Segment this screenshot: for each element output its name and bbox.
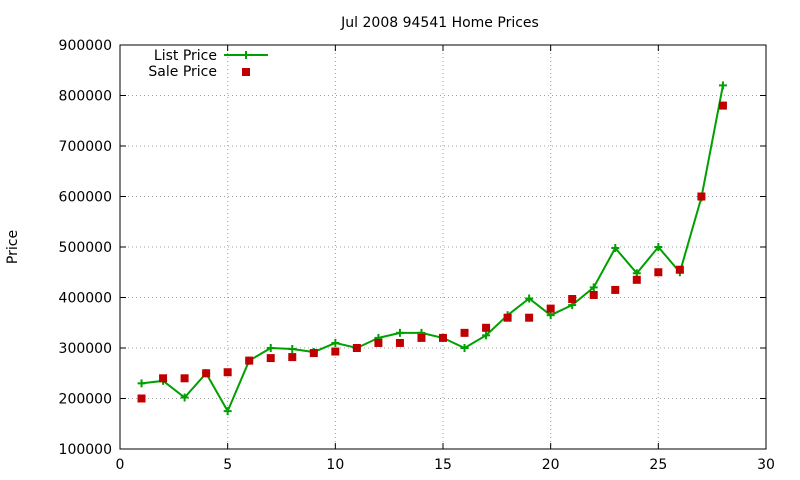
sale-price-point <box>718 101 727 110</box>
list-price-point <box>288 345 297 354</box>
sale-price-point <box>223 368 232 377</box>
list-price-point <box>180 393 189 402</box>
x-tick-label: 20 <box>542 457 560 473</box>
sale-price-point <box>352 344 361 352</box>
series-0 <box>137 81 727 416</box>
sale-price-point <box>395 338 404 347</box>
list-price-point <box>611 244 620 253</box>
axis-ticks: 0 5 10 15 20 25 30 100000 200000 300000 400000 5000… <box>59 38 775 473</box>
y-tick-label: 800000 <box>59 89 112 105</box>
x-tick-label: 15 <box>434 457 452 473</box>
sale-price-point <box>632 275 641 284</box>
sale-price-point <box>266 354 275 363</box>
list-price-point <box>223 407 232 416</box>
sale-price-point <box>202 369 211 378</box>
series <box>137 81 727 416</box>
x-tick-label: 25 <box>649 457 667 473</box>
sale-price-point <box>589 290 598 299</box>
sale-price-point <box>503 313 512 322</box>
sale-price-point <box>546 304 555 313</box>
chart-title: Jul 2008 94541 Home Prices <box>340 15 539 31</box>
sale-price-point <box>331 347 340 356</box>
sale-price-point <box>611 285 620 294</box>
legend-label-sale-price: Sale Price <box>148 64 217 80</box>
list-price-point <box>137 379 146 388</box>
list-price-point <box>460 344 469 352</box>
legend-marker-list-price <box>242 51 250 59</box>
y-tick-label: 900000 <box>59 38 112 54</box>
y-tick-label: 700000 <box>59 139 112 155</box>
x-tick-label: 10 <box>326 457 344 473</box>
legend: List Price Sale Price <box>148 48 268 80</box>
list-price-point <box>482 331 491 340</box>
legend-marker-sale-price <box>242 68 250 76</box>
sale-price-point <box>675 265 684 274</box>
y-tick-label: 200000 <box>59 392 112 408</box>
list-price-point <box>589 283 598 292</box>
sale-price-point <box>460 328 469 337</box>
sale-price-point <box>417 333 426 342</box>
sale-price-point <box>568 295 577 304</box>
y-tick-label: 300000 <box>59 341 112 357</box>
sale-price-point <box>245 356 254 365</box>
list-price-point <box>718 81 727 90</box>
y-tick-label: 500000 <box>59 240 112 256</box>
list-price-point <box>266 344 275 352</box>
sale-price-point <box>180 374 189 383</box>
sale-price-point <box>697 192 706 201</box>
sale-price-point <box>482 323 491 332</box>
y-tick-label: 600000 <box>59 190 112 206</box>
series-line-list-price <box>141 85 724 414</box>
x-tick-label: 5 <box>223 457 232 473</box>
sale-price-point <box>654 268 663 277</box>
sale-price-point <box>159 374 168 383</box>
legend-label-list-price: List Price <box>154 48 217 64</box>
x-tick-label: 30 <box>757 457 775 473</box>
list-price-point <box>395 328 404 337</box>
x-tick-label: 0 <box>116 457 125 473</box>
sale-price-point <box>439 333 447 342</box>
y-tick-label: 400000 <box>59 291 112 307</box>
series-1 <box>137 101 727 403</box>
sale-price-point <box>137 394 146 403</box>
y-tick-label: 100000 <box>59 442 112 458</box>
plot-frame <box>119 44 767 450</box>
list-price-point <box>525 294 534 303</box>
grid <box>120 45 766 449</box>
list-price-point <box>654 243 663 251</box>
sale-price-point <box>525 313 534 322</box>
sale-price-point <box>288 353 297 362</box>
list-price-point <box>331 338 340 347</box>
y-axis-label: Price <box>5 230 21 264</box>
sale-price-point <box>309 349 318 358</box>
sale-price-point <box>374 338 383 347</box>
